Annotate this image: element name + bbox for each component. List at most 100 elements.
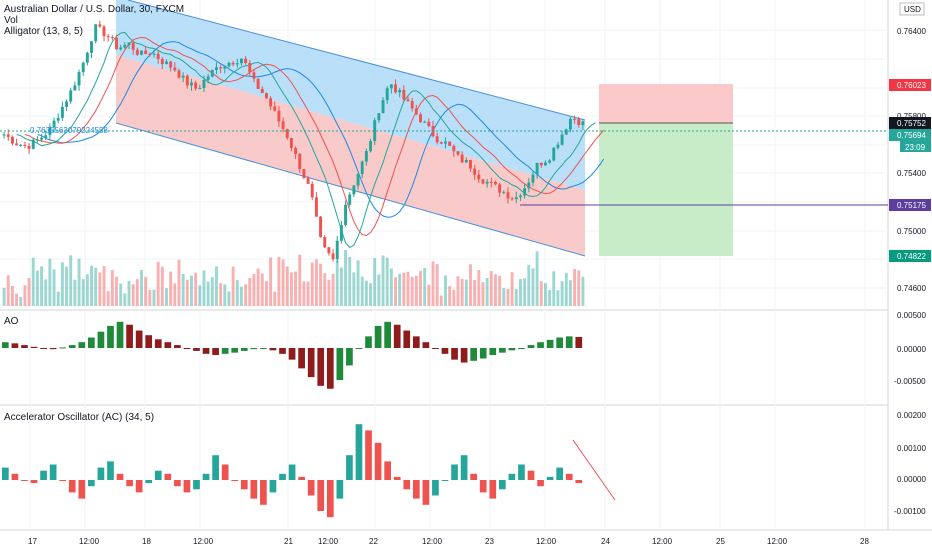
volume-bar [248,277,252,306]
ao-bar [518,348,525,349]
volume-layer [2,250,585,306]
candle-body [427,121,431,126]
candle-body [419,114,422,123]
ao-bar [470,348,478,361]
volume-bar [460,278,464,306]
volume-bar [127,280,131,306]
ac-bar [575,480,583,484]
ao-bar [346,348,353,366]
ao-bar [326,348,334,389]
currency-badge-bg[interactable] [899,2,925,16]
candle-body [348,194,352,205]
time-axis[interactable]: 17 12:00 18 12:00 21 12:00 22 12:00 23 1… [28,537,869,546]
candle-body [23,145,27,147]
candle-body [356,174,360,186]
ao-bar [250,348,258,350]
candle-body [256,78,260,89]
ac-bar [260,480,267,505]
volume-bar [385,257,389,306]
volume-bar [373,258,377,306]
reward-box[interactable] [599,123,733,256]
risk-box[interactable] [599,84,733,123]
countdown-badge: 23:09 [905,143,926,152]
ac-bar [508,473,516,480]
volume-bar [485,277,489,306]
ac-bar [250,480,258,499]
channel-top-line [127,0,586,121]
volume-bar [185,279,189,306]
ac-bar [365,430,372,480]
volume-bar [344,250,348,306]
candle-body [389,84,393,89]
candle-body [323,237,327,248]
candle-body [498,184,502,193]
candle-body [331,253,335,260]
ac-bar [565,473,573,480]
volume-bar [352,272,356,306]
candle-body [327,247,331,254]
volume-bar [294,271,298,306]
candle-body [165,61,168,65]
volume-bar [19,296,23,306]
alligator-line [37,41,605,218]
volume-bar [165,288,168,306]
ao-bar [460,348,468,363]
volume-bar [239,286,243,306]
ac-bar [441,480,449,481]
volume-bar [90,265,93,306]
volume-bar [314,259,318,306]
candle-body [244,58,248,64]
ac-bar [279,473,286,480]
ao-bar [575,336,583,348]
volume-bar [60,262,64,306]
ac-bar [479,480,487,493]
ac-bar [527,470,535,480]
volume-bar [194,272,198,306]
volume-bar [514,289,518,306]
candle-body [385,88,389,101]
candle-body [523,188,527,196]
candle-body [373,120,377,141]
time-tick: 12:00 [652,537,673,546]
volume-bar [173,283,177,306]
ac-label: Accelerator Oscillator (AC) (34, 5) [4,412,154,423]
candle-body [481,179,485,184]
price-axis[interactable]: 0.76400 0.75800 0.75400 0.75000 0.74600 … [889,2,931,293]
ac-bar [537,480,544,487]
volume-bar [106,291,110,306]
ao-bar [212,348,219,355]
volume-bar [556,290,560,306]
volume-bar [498,275,502,306]
ac-bar [412,480,420,499]
volume-bar [160,266,164,306]
volume-bar [131,284,135,306]
ac-bar [107,461,114,480]
volume-bar [518,278,522,306]
ao-label: AO [4,316,19,327]
volume-bar [181,273,185,306]
candle-body [410,101,414,109]
ao-bar [260,348,267,349]
volume-bar [98,272,102,306]
ao-bar [2,342,9,348]
ao-bar [68,345,76,348]
volume-bar [223,284,227,306]
price-tick: 0.75800 [897,112,926,121]
volume-bar [10,285,14,306]
ao-tick: 0.00500 [897,311,926,320]
ao-axis[interactable]: 0.00500 0.00000 -0.00500 [894,311,926,386]
ac-axis[interactable]: 0.00200 0.00100 0.00000 -0.00100 [894,411,926,516]
symbol-title: Australian Dollar / U.S. Dollar, 30, FXC… [4,4,184,15]
ac-trend-line[interactable] [572,439,616,501]
ac-bar [212,455,219,480]
time-tick: 18 [142,537,151,546]
candle-body [210,69,214,77]
ao-bar [384,321,391,348]
ao-bar [126,324,133,348]
volume-bar [298,254,302,306]
ac-bar [269,480,277,493]
time-tick: 25 [716,537,725,546]
candle-body [106,36,110,38]
candle-body [531,174,535,183]
candle-body [277,110,281,122]
